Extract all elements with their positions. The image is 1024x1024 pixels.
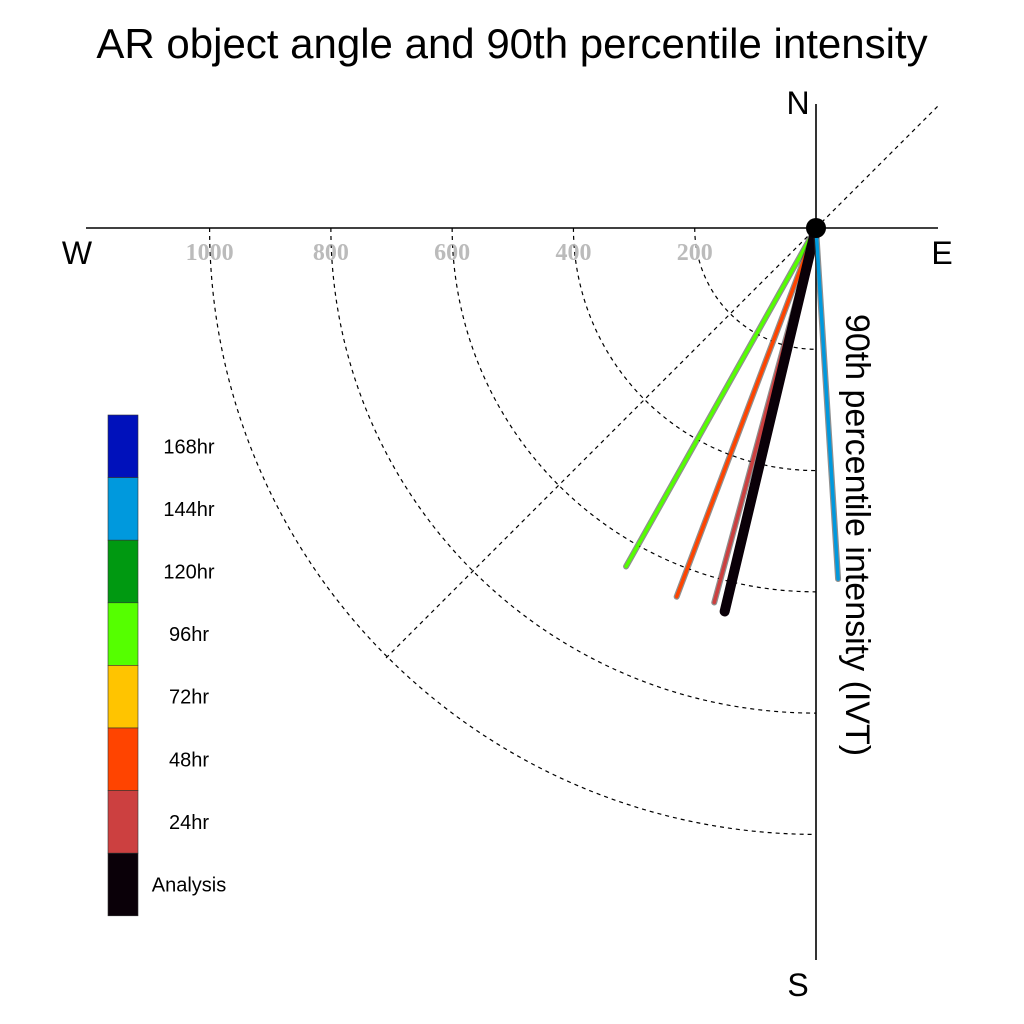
diagonal-reference-line	[385, 103, 941, 659]
legend-swatch-48hr	[107, 727, 139, 791]
vector-144hr	[814, 226, 840, 581]
legend-label-analysis: Analysis	[152, 875, 226, 897]
tick-label-200: 200	[677, 240, 713, 266]
legend-label-48hr: 48hr	[169, 749, 209, 771]
legend-label-24hr: 24hr	[169, 812, 209, 834]
radial-tick-labels: 200 400 600 800 1000	[186, 240, 713, 266]
tick-label-1000: 1000	[186, 240, 234, 266]
legend-swatch-72hr	[107, 665, 139, 729]
range-ring-200	[694, 227, 817, 350]
range-rings	[209, 227, 817, 835]
legend-label-96hr: 96hr	[169, 624, 209, 646]
tick-label-600: 600	[434, 240, 470, 266]
legend-label-72hr: 72hr	[169, 687, 209, 709]
legend-swatch-120hr	[107, 539, 139, 604]
legend-swatch-168hr	[107, 414, 139, 478]
legend-label-168hr: 168hr	[163, 436, 214, 458]
legend: 168hr 144hr 120hr 96hr 72hr 48hr 24hr Analysis	[107, 414, 226, 917]
vector-96hr	[624, 226, 818, 569]
compass-east: E	[931, 235, 952, 271]
range-ring-800	[330, 227, 817, 714]
compass-south: S	[787, 967, 808, 1003]
vector-48hr	[674, 226, 818, 599]
tick-label-800: 800	[313, 240, 349, 266]
compass-west: W	[62, 235, 93, 271]
tick-label-400: 400	[555, 240, 591, 266]
legend-label-144hr: 144hr	[163, 499, 214, 521]
legend-label-120hr: 120hr	[163, 562, 214, 584]
legend-swatch-96hr	[107, 602, 139, 666]
vector-analysis	[719, 223, 821, 617]
chart-title: AR object angle and 90th percentile inte…	[96, 20, 927, 67]
range-ring-1000	[209, 227, 817, 835]
origin-point	[806, 218, 826, 238]
intensity-axis-label: 90th percentile intensity (IVT)	[838, 314, 876, 756]
legend-swatch-analysis	[107, 852, 139, 917]
forecast-vectors	[623, 223, 842, 617]
compass-north: N	[786, 85, 809, 121]
legend-swatch-144hr	[107, 477, 139, 541]
legend-swatch-24hr	[107, 790, 139, 854]
